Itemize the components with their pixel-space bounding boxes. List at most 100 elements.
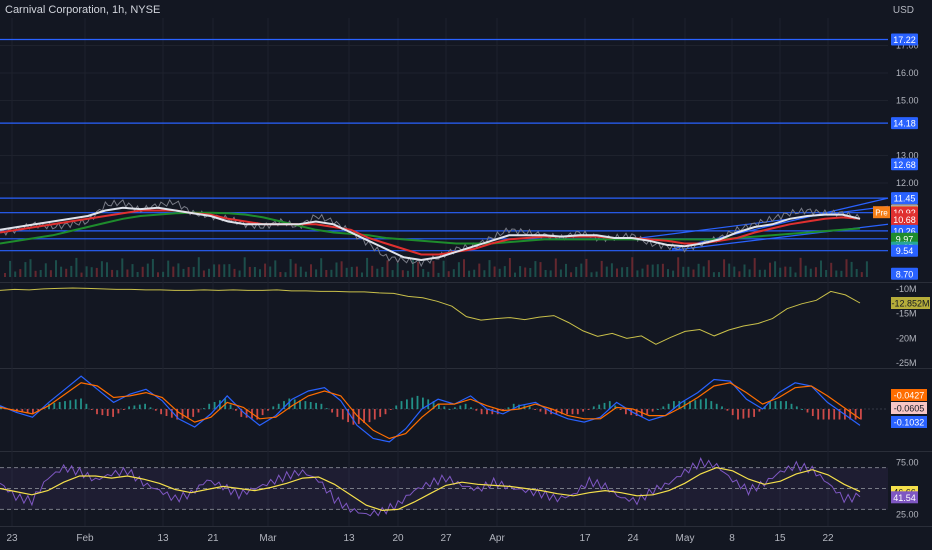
volume-bar: [126, 269, 129, 277]
volume-bar: [29, 259, 32, 277]
macd-histogram-bar: [747, 409, 750, 418]
x-tick-label: 23: [6, 533, 18, 544]
macd-histogram-bar: [657, 409, 659, 410]
volume-bar: [682, 266, 685, 277]
macd-value-label: -0.1032: [894, 418, 925, 428]
volume-bar: [304, 271, 307, 277]
volume-bar: [743, 264, 746, 277]
volume-bar: [600, 260, 603, 277]
obv-tick-label: -20M: [896, 333, 917, 343]
volume-bar: [447, 271, 450, 277]
macd-histogram-bar: [678, 401, 681, 409]
macd-value-label: -0.0605: [894, 404, 925, 414]
chart-title: Carnival Corporation, 1h, NYSE: [5, 4, 161, 16]
macd-histogram-bar: [192, 409, 195, 417]
sma-fast-line: [0, 206, 861, 262]
macd-histogram-bar: [149, 407, 152, 409]
macd-histogram-bar: [48, 403, 50, 409]
volume-bar: [503, 266, 506, 277]
grid-layer: [0, 18, 932, 527]
volume-bar: [769, 262, 771, 277]
macd-histogram-bar: [592, 406, 595, 409]
macd-histogram-bar: [336, 409, 339, 417]
volume-bar: [417, 262, 420, 277]
volume-bar: [667, 269, 669, 277]
volume-bar: [208, 268, 210, 277]
volume-bar: [233, 268, 236, 277]
volume-bar: [804, 265, 807, 277]
volume-bar: [616, 268, 618, 277]
macd-histogram-bar: [229, 404, 232, 409]
macd-histogram-bar: [496, 409, 499, 415]
macd-histogram-bar: [347, 409, 349, 423]
volume-bar: [845, 259, 848, 277]
macd-histogram-bar: [459, 405, 462, 409]
price-badge: [891, 117, 918, 130]
volume-bar: [784, 266, 787, 277]
price-tick-label: 16.00: [896, 68, 919, 78]
macd-histogram-bar: [160, 409, 162, 415]
volume-bar: [850, 261, 853, 277]
obv-value-label: -12.852M: [891, 299, 929, 309]
volume-bar: [519, 266, 522, 277]
macd-histogram-bar: [673, 401, 675, 409]
volume-bar: [580, 263, 583, 277]
macd-histogram-bar: [187, 409, 189, 418]
macd-histogram-bar: [806, 409, 809, 413]
macd-histogram-bar: [785, 401, 787, 409]
price-pane: [0, 38, 889, 277]
macd-histogram-bar: [860, 409, 862, 420]
volume-bar: [381, 267, 384, 277]
price-tick-label: 12.00: [896, 178, 919, 188]
rsi-value-badge: [891, 491, 918, 504]
volume-bar: [248, 266, 251, 277]
volume-bar: [396, 263, 399, 277]
volume-bar: [656, 264, 659, 277]
volume-bar: [9, 260, 12, 277]
price-badge: [891, 33, 918, 46]
volume-bar: [723, 259, 726, 277]
obv-tick-label: -25M: [896, 358, 917, 368]
volume-bar: [264, 263, 267, 277]
volume-bar: [636, 270, 639, 277]
macd-histogram-bar: [379, 409, 382, 417]
macd-histogram-bar: [80, 398, 82, 409]
macd-histogram-bar: [544, 409, 547, 415]
volume-bar: [350, 266, 353, 277]
macd-histogram-bar: [389, 409, 392, 410]
volume-bar: [529, 268, 532, 277]
macd-histogram-bar: [90, 409, 93, 410]
macd-histogram-bar: [721, 406, 723, 409]
macd-histogram-bar: [715, 403, 718, 409]
volume-bar: [565, 263, 567, 277]
volume-bar: [830, 262, 833, 277]
macd-histogram-bar: [320, 403, 323, 409]
volume-bar: [677, 257, 680, 277]
volume-bar: [146, 263, 149, 277]
macd-histogram-bar: [828, 409, 830, 420]
macd-histogram-bar: [128, 406, 130, 409]
macd-histogram-bar: [58, 402, 61, 409]
price-badge: [891, 267, 918, 280]
price-badge-label: 10.26: [893, 226, 916, 236]
macd-histogram-bar: [790, 403, 793, 409]
macd-histogram-bar: [245, 409, 248, 418]
x-tick-label: 17: [579, 533, 591, 544]
macd-histogram-bar: [170, 409, 173, 418]
macd-histogram-bar: [69, 400, 72, 409]
volume-bar: [177, 263, 180, 277]
macd-histogram-bar: [854, 409, 857, 420]
macd-histogram-bar: [646, 409, 649, 415]
volume-bar: [330, 269, 333, 277]
volume-bar: [809, 268, 812, 277]
macd-histogram-bar: [737, 409, 739, 420]
macd-histogram-bar: [208, 403, 211, 409]
macd-value-badge: [891, 416, 927, 428]
macd-histogram-bar: [710, 401, 713, 409]
macd-histogram-bar: [117, 409, 120, 414]
macd-histogram-bar: [817, 409, 820, 420]
macd-histogram-bar: [64, 401, 66, 409]
macd-histogram-bar: [106, 409, 109, 416]
price-badge-label: 17.22: [893, 35, 916, 45]
volume-bar: [274, 260, 277, 277]
